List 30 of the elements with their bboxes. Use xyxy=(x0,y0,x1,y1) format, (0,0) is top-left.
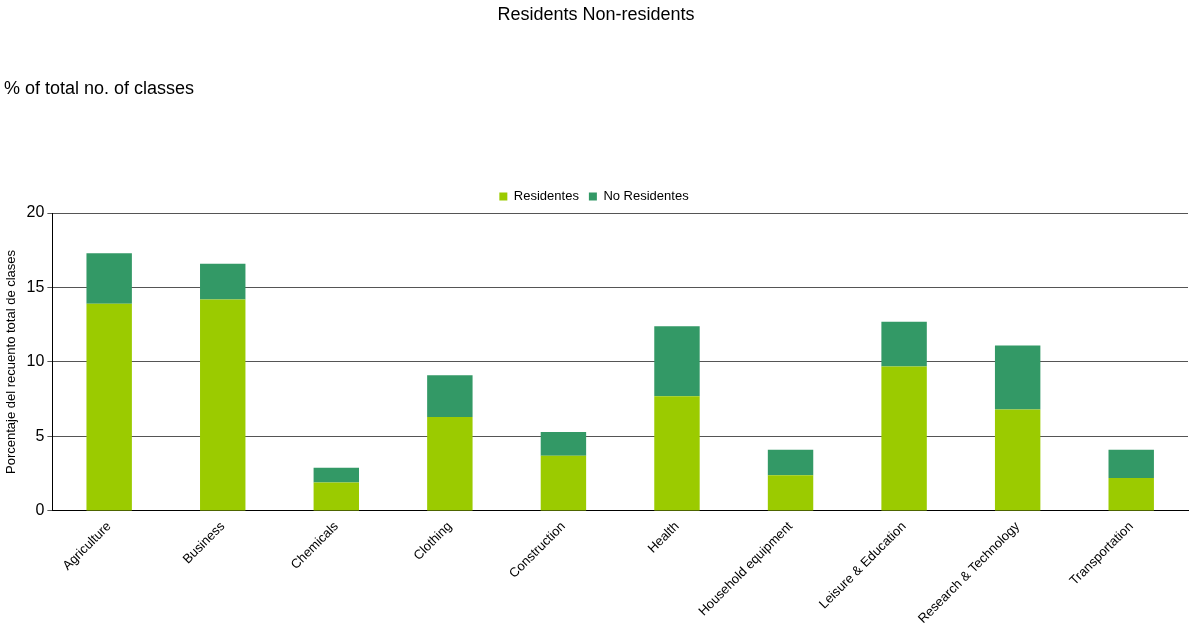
bar xyxy=(881,321,927,367)
bar xyxy=(767,449,814,476)
bar xyxy=(540,431,587,456)
y-tick-label: 10 xyxy=(26,352,45,370)
bar xyxy=(994,409,1041,511)
legend-label: No Residentes xyxy=(603,188,690,204)
bar xyxy=(881,366,927,511)
bar xyxy=(313,482,360,511)
bar xyxy=(654,326,700,397)
bar xyxy=(313,467,360,483)
bar xyxy=(86,303,132,511)
bar xyxy=(427,417,473,511)
bar xyxy=(200,299,246,511)
bar xyxy=(767,475,814,511)
y-tick-label: 5 xyxy=(35,426,45,444)
y-axis-title: Porcentaje del recuento total de clases xyxy=(3,249,19,474)
chart-subtitle: % of total no. of classes xyxy=(4,78,195,99)
bar xyxy=(540,455,587,511)
bar xyxy=(200,263,246,300)
bar xyxy=(994,345,1041,410)
legend-label: Residentes xyxy=(513,188,580,204)
y-tick-label: 20 xyxy=(26,203,45,221)
y-tick-label: 15 xyxy=(26,277,45,295)
bar xyxy=(86,253,132,304)
y-tick-label: 0 xyxy=(35,501,45,519)
bar xyxy=(1108,449,1154,479)
bar xyxy=(427,375,473,418)
chart-title: Residents Non-residents xyxy=(496,4,696,25)
bar xyxy=(1108,478,1154,511)
bar xyxy=(654,396,700,511)
